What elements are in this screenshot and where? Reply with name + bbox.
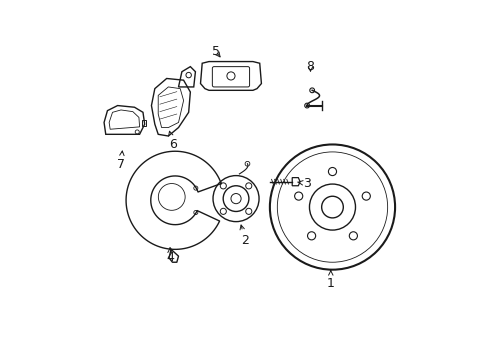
Text: 3: 3 bbox=[297, 177, 310, 190]
Text: 4: 4 bbox=[166, 248, 174, 264]
Text: 1: 1 bbox=[326, 271, 334, 290]
Text: 7: 7 bbox=[117, 151, 125, 171]
Text: 8: 8 bbox=[306, 60, 314, 73]
Text: 6: 6 bbox=[168, 131, 177, 151]
Text: 5: 5 bbox=[211, 45, 220, 58]
Text: 2: 2 bbox=[240, 225, 248, 247]
Polygon shape bbox=[292, 177, 300, 186]
